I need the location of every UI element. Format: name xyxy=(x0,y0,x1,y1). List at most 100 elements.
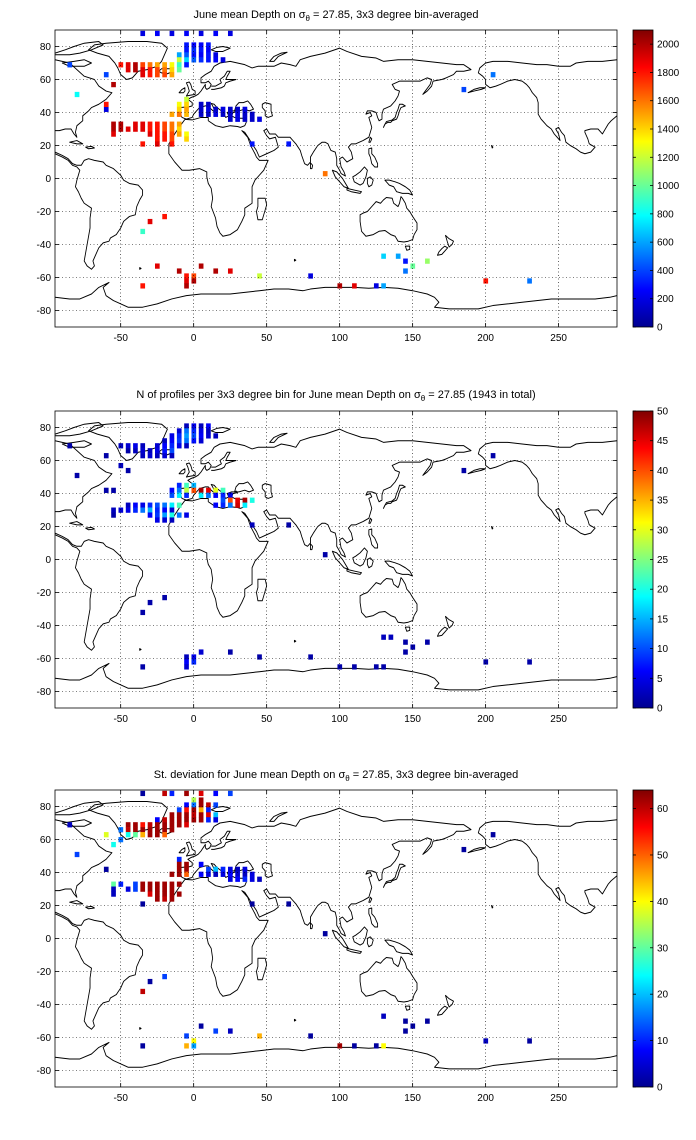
data-bin xyxy=(133,67,138,73)
y-tick-label: 20 xyxy=(40,141,52,152)
data-bin xyxy=(206,111,211,117)
data-bin xyxy=(213,502,219,508)
x-tick-label: 100 xyxy=(331,714,348,725)
data-bin xyxy=(125,827,131,833)
data-bin xyxy=(242,106,248,112)
colorbar-tick-label: 50 xyxy=(657,407,669,418)
data-bin xyxy=(490,832,496,838)
data-bin xyxy=(133,886,138,892)
x-tick-label: 0 xyxy=(191,714,197,725)
data-bin xyxy=(169,62,175,68)
data-bin xyxy=(111,121,116,127)
data-bin xyxy=(125,62,131,68)
data-bin xyxy=(381,634,386,640)
data-bin xyxy=(184,423,189,429)
x-tick-label: 100 xyxy=(331,333,348,344)
data-bin xyxy=(373,664,379,670)
data-bin xyxy=(176,131,182,137)
data-bin xyxy=(249,876,255,882)
data-bin xyxy=(184,106,189,112)
data-bin xyxy=(490,72,496,78)
colorbar-tick-label: 50 xyxy=(657,850,669,861)
data-bin xyxy=(147,72,153,78)
data-bin xyxy=(118,827,124,833)
data-bin xyxy=(169,827,175,833)
data-bin xyxy=(154,881,160,887)
data-bin xyxy=(169,438,175,444)
x-tick-label: 250 xyxy=(550,1093,567,1104)
data-bin xyxy=(162,136,167,142)
data-bin xyxy=(154,72,160,78)
data-bin xyxy=(527,278,532,284)
data-bin xyxy=(403,258,408,264)
data-bin xyxy=(118,462,124,469)
data-bin xyxy=(176,111,182,117)
data-bin xyxy=(198,47,204,53)
data-bin xyxy=(103,106,109,112)
data-bin xyxy=(461,846,467,853)
data-bin xyxy=(140,126,146,132)
data-bin xyxy=(140,886,146,892)
data-bin xyxy=(213,790,219,797)
data-bin xyxy=(154,121,160,127)
data-bin xyxy=(176,492,182,498)
y-tick-label: 60 xyxy=(40,835,52,846)
data-bin xyxy=(403,639,408,645)
data-bin xyxy=(381,253,386,259)
data-bin xyxy=(206,433,211,439)
colorbar-tick-label: 200 xyxy=(657,294,674,305)
data-bin xyxy=(176,57,182,63)
data-bin xyxy=(125,67,131,73)
colorbar-tick-label: 30 xyxy=(657,525,669,536)
data-bin xyxy=(184,283,189,289)
map-panel-1: June mean Depth on σθ = 27.85, 3x3 degre… xyxy=(37,9,680,344)
data-bin xyxy=(147,453,153,459)
data-bin xyxy=(169,111,175,117)
y-tick-label: 0 xyxy=(45,555,51,566)
data-bin xyxy=(235,876,240,882)
chart-title-text: June mean Depth on xyxy=(194,9,299,21)
data-bin xyxy=(198,106,204,112)
data-bin xyxy=(154,517,160,523)
data-bin xyxy=(162,502,167,508)
data-bin xyxy=(198,42,204,48)
data-bin xyxy=(169,881,175,887)
data-bin xyxy=(111,126,116,132)
data-bin xyxy=(206,423,211,429)
data-bin xyxy=(191,659,197,665)
y-tick-label: 20 xyxy=(40,901,52,912)
data-bin xyxy=(461,86,467,93)
data-bin xyxy=(235,111,240,117)
map-area xyxy=(55,422,617,691)
data-bin xyxy=(140,62,146,68)
data-bin xyxy=(176,52,182,58)
data-bin xyxy=(198,790,204,797)
x-tick-label: 50 xyxy=(261,1093,273,1104)
data-bin xyxy=(206,52,211,58)
data-bin xyxy=(257,116,262,122)
data-bin xyxy=(184,433,189,439)
data-bin xyxy=(395,253,401,259)
data-bin xyxy=(352,1043,357,1049)
colorbar-tick-label: 1200 xyxy=(657,153,680,164)
data-bin xyxy=(322,552,328,558)
data-bin xyxy=(227,866,233,872)
y-tick-label: -20 xyxy=(37,588,52,599)
data-bin xyxy=(147,886,153,892)
data-bin xyxy=(147,62,153,68)
data-bin xyxy=(176,126,182,132)
data-bin xyxy=(169,817,175,823)
data-bin xyxy=(169,141,175,147)
data-bin xyxy=(213,866,219,872)
data-bin xyxy=(154,30,160,37)
colorbar-tick-label: 10 xyxy=(657,644,669,655)
data-bin xyxy=(410,263,416,269)
data-bin xyxy=(322,171,328,177)
data-bin xyxy=(111,507,116,513)
data-bin xyxy=(125,443,131,449)
data-bin xyxy=(154,507,160,513)
data-bin xyxy=(154,891,160,897)
data-bin xyxy=(154,131,160,137)
colorbar-tick-label: 25 xyxy=(657,555,669,566)
data-bin xyxy=(147,822,153,828)
